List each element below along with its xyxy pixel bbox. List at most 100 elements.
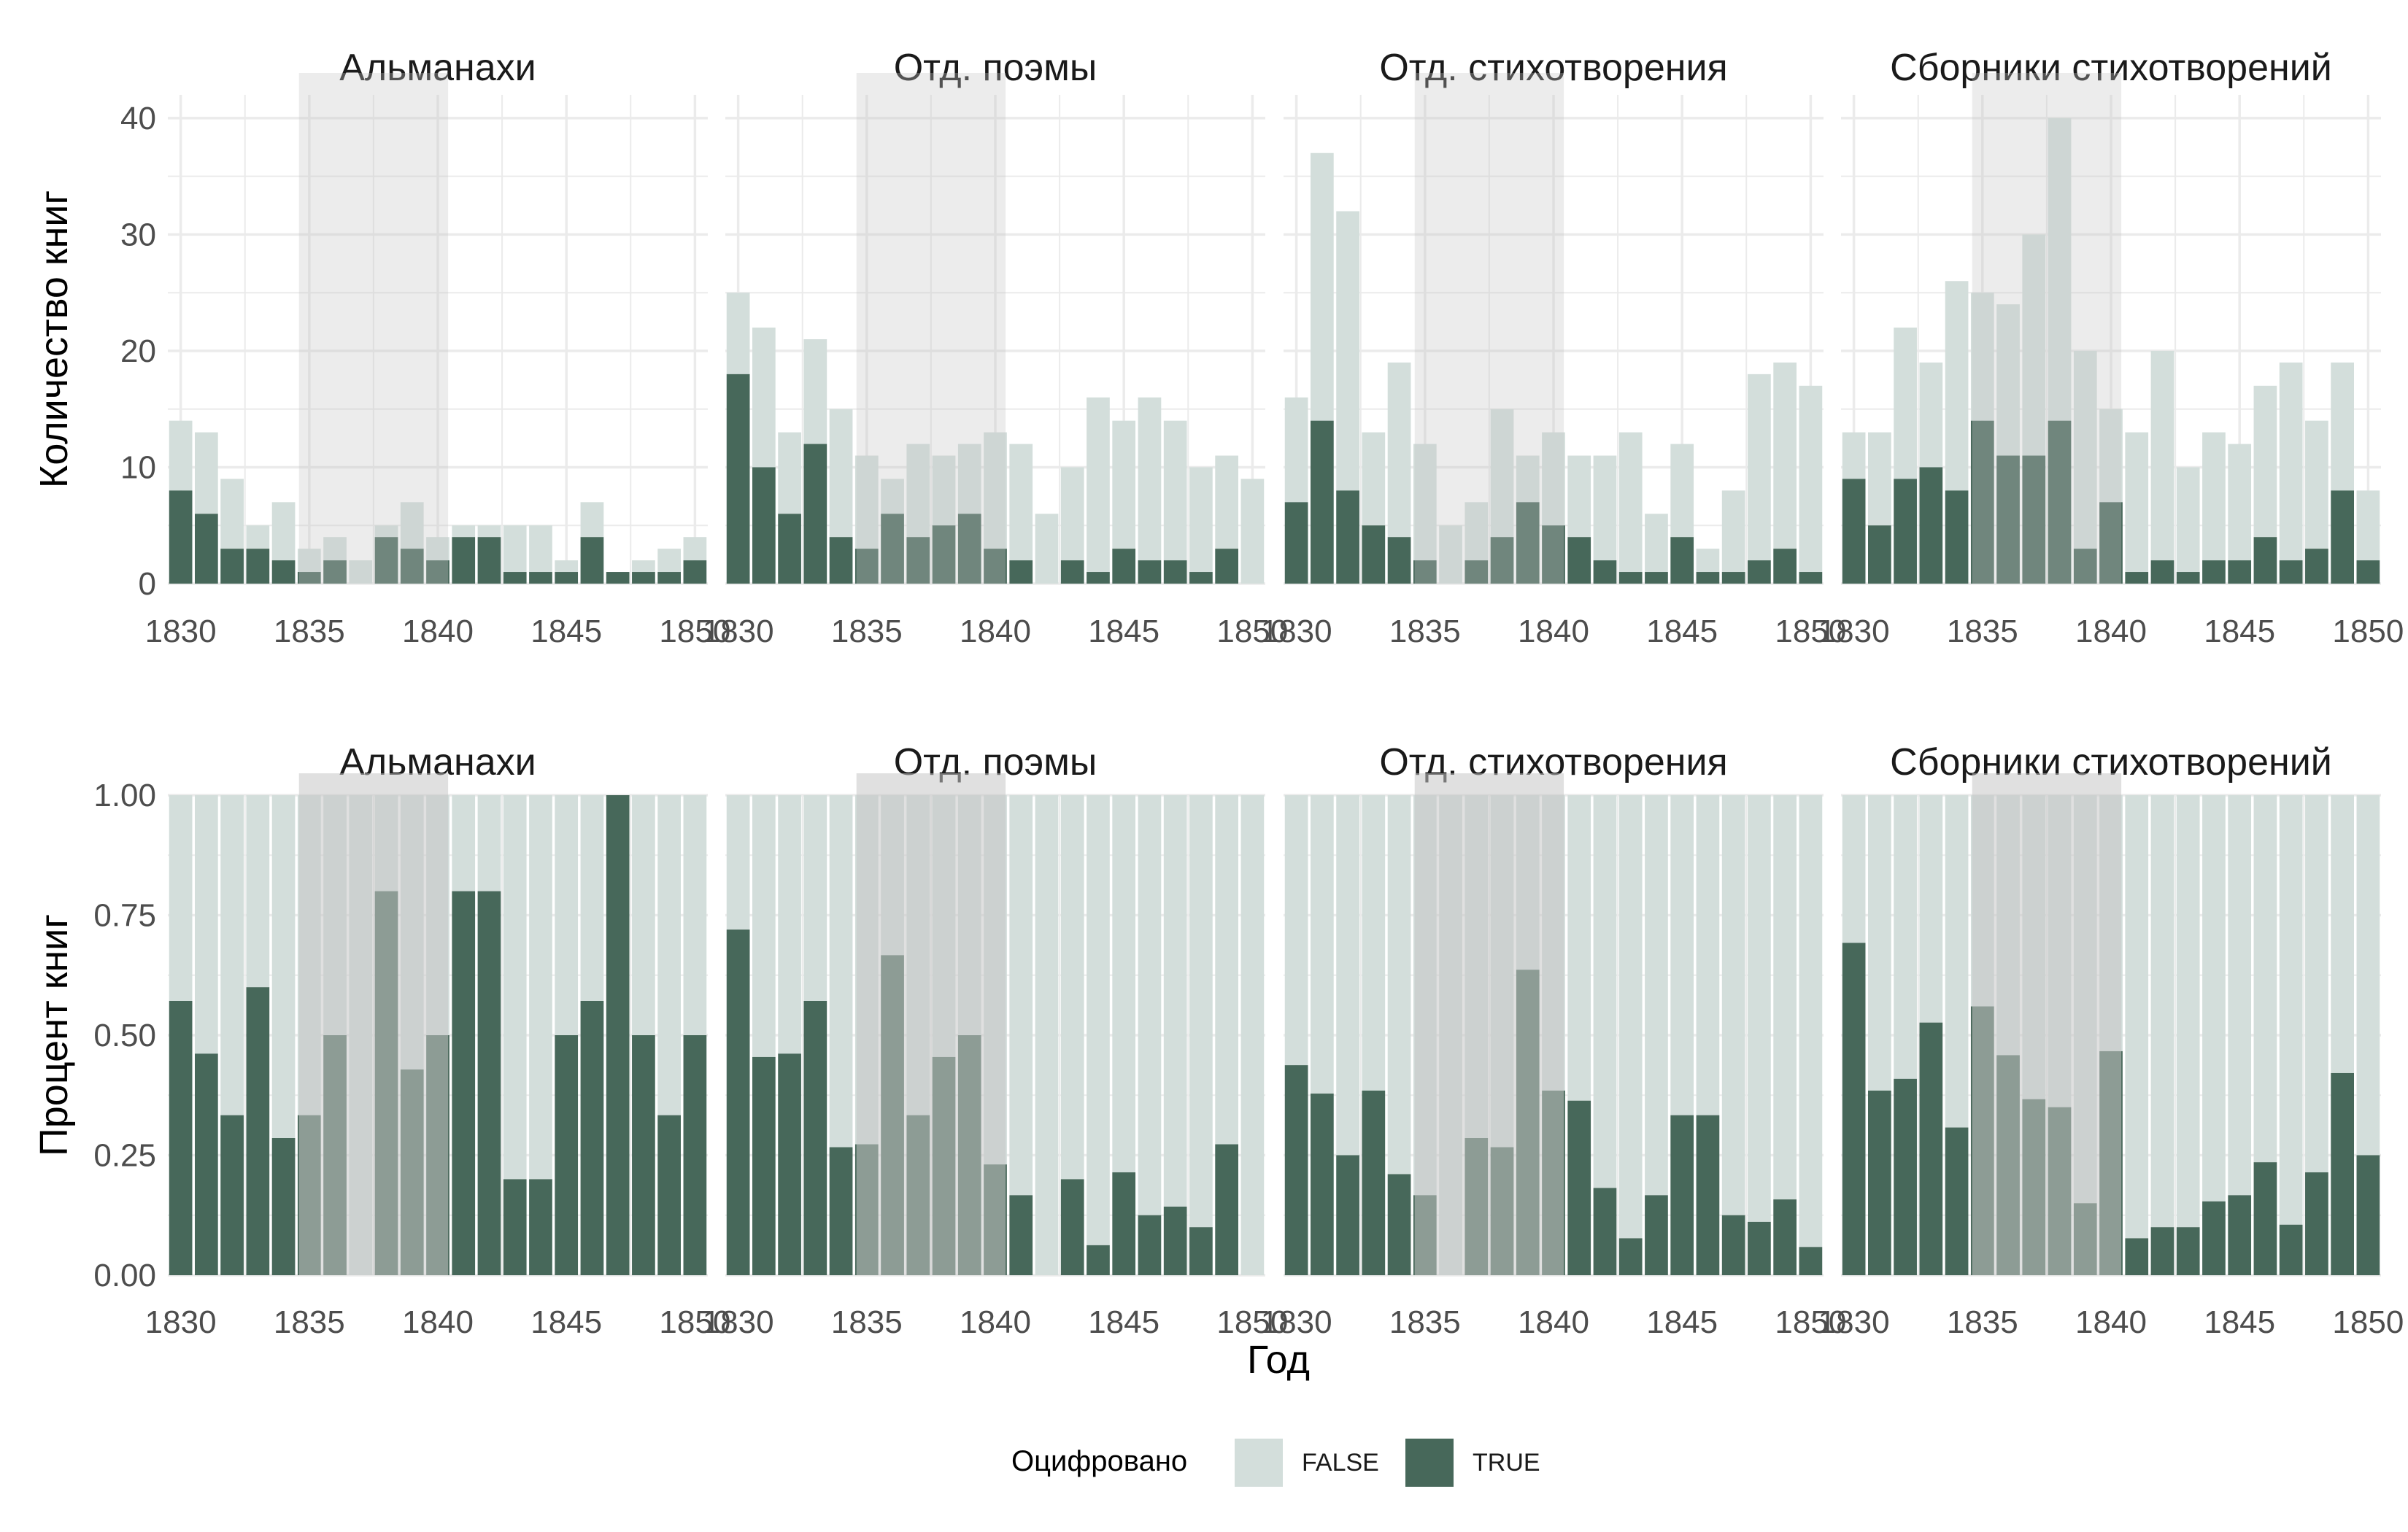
x-tick-label: 1835	[1389, 1304, 1461, 1340]
bar-true-1834	[1945, 490, 1969, 584]
bar-true-1842	[1593, 1188, 1617, 1275]
panel-title: Альманахи	[339, 47, 536, 89]
bar-true-1846	[2253, 1162, 2277, 1275]
bar-true-1841	[2125, 572, 2149, 584]
bar-true-1850	[1799, 572, 1823, 584]
bar-true-1844	[1645, 572, 1668, 584]
bar-false-1835	[854, 455, 879, 549]
bar-false-1833	[803, 339, 827, 444]
bar-true-1834	[829, 537, 853, 584]
highlight-band	[856, 73, 1006, 584]
legend-key-true	[1405, 1439, 1454, 1487]
bar-false-1834	[1945, 281, 1969, 491]
bar-false-1838	[1490, 409, 1514, 538]
bar-true-1843	[503, 1179, 527, 1275]
bar-false-1846	[1696, 795, 1720, 1115]
bar-true-1839	[1516, 502, 1540, 584]
bar-true-1844	[2202, 560, 2226, 584]
bar-true-1841	[1009, 1195, 1033, 1275]
y-tick-label-row-1: 30	[120, 217, 156, 252]
bar-false-1841	[1567, 795, 1591, 1101]
bar-false-1841	[1009, 795, 1033, 1196]
bar-true-1830	[169, 490, 193, 584]
bar-true-1833	[246, 987, 270, 1275]
bar-true-1845	[1670, 537, 1694, 584]
bar-true-1840	[2099, 502, 2123, 584]
bar-true-1849	[657, 572, 681, 584]
bar-false-1848	[1748, 795, 1771, 1222]
bar-true-1831	[1868, 525, 1891, 584]
bar-false-1842	[477, 525, 501, 538]
bar-false-1836	[1996, 304, 2020, 456]
bar-false-1831	[195, 795, 218, 1054]
bar-false-1845	[2228, 444, 2252, 561]
bar-true-1833	[803, 444, 827, 584]
bar-false-1834	[271, 795, 296, 1138]
bar-false-1850	[683, 537, 707, 561]
bar-true-1841	[452, 891, 476, 1275]
bar-true-1835	[854, 549, 879, 584]
bar-true-1832	[1336, 1155, 1359, 1275]
y-tick-label-row-1: 10	[120, 449, 156, 485]
bar-true-1845	[555, 572, 579, 584]
bar-false-1846	[1138, 397, 1162, 561]
x-tick-label: 1845	[530, 614, 602, 649]
bar-true-1846	[1696, 1115, 1720, 1275]
bar-false-1848	[2305, 795, 2328, 1172]
x-tick-label: 1850	[659, 1304, 730, 1340]
bar-true-1835	[297, 572, 321, 584]
highlight-band	[856, 773, 1006, 1275]
bar-false-1840	[1542, 432, 1565, 526]
bar-false-1835	[1970, 293, 1994, 421]
bar-false-1849	[657, 795, 681, 1115]
bar-false-1843	[503, 525, 527, 573]
bar-false-1830	[1284, 397, 1308, 503]
bar-true-1837	[906, 537, 930, 584]
bar-true-1840	[426, 560, 449, 584]
bar-false-1850	[1240, 795, 1265, 1275]
bar-true-1834	[271, 560, 296, 584]
x-tick-label: 1845	[1088, 614, 1159, 649]
x-tick-label: 1835	[1947, 614, 2018, 649]
bar-false-1846	[580, 502, 604, 538]
bar-true-1845	[1112, 549, 1136, 584]
bar-true-1843	[2176, 1227, 2200, 1275]
bar-true-1839	[957, 514, 981, 584]
bar-false-1844	[1645, 795, 1668, 1196]
y-tick-label-row-2: 1.00	[93, 778, 156, 813]
bar-false-1845	[2228, 795, 2252, 1196]
bar-true-1838	[2048, 420, 2072, 584]
x-tick-label: 1830	[703, 614, 774, 649]
panels-layer: Количество книг 0 10 20 30 40 1830 1835 1840 1845…	[32, 47, 2404, 1340]
bar-false-1832	[1336, 211, 1359, 491]
x-tick-label: 1840	[960, 1304, 1031, 1340]
y-tick-label-row-2: 0.75	[93, 898, 156, 934]
bar-true-1844	[529, 1179, 552, 1275]
bar-false-1844	[1087, 795, 1110, 1245]
bar-false-1831	[195, 432, 218, 514]
bar-false-1843	[1618, 795, 1643, 1239]
bar-true-1844	[1087, 572, 1110, 584]
bar-false-1841	[452, 795, 476, 891]
bar-true-1844	[1645, 1195, 1668, 1275]
bar-false-1832	[220, 795, 244, 1115]
bar-true-1841	[1009, 560, 1033, 584]
panel-title: Сборники стихотворений	[1890, 47, 2332, 89]
bar-false-1843	[503, 795, 527, 1180]
bar-false-1840	[2099, 409, 2123, 503]
bar-false-1846	[1138, 795, 1162, 1215]
bar-false-1848	[1189, 795, 1213, 1228]
bar-true-1838	[932, 525, 956, 584]
bar-false-1830	[169, 420, 193, 491]
bar-false-1842	[1035, 795, 1059, 1275]
bar-false-1844	[1645, 514, 1668, 573]
bar-false-1844	[529, 525, 552, 573]
bar-false-1834	[1387, 795, 1411, 1175]
bar-true-1836	[1996, 455, 2020, 584]
bar-false-1830	[1842, 432, 1866, 479]
bar-true-1847	[606, 572, 630, 584]
bar-true-1849	[1215, 1144, 1238, 1275]
